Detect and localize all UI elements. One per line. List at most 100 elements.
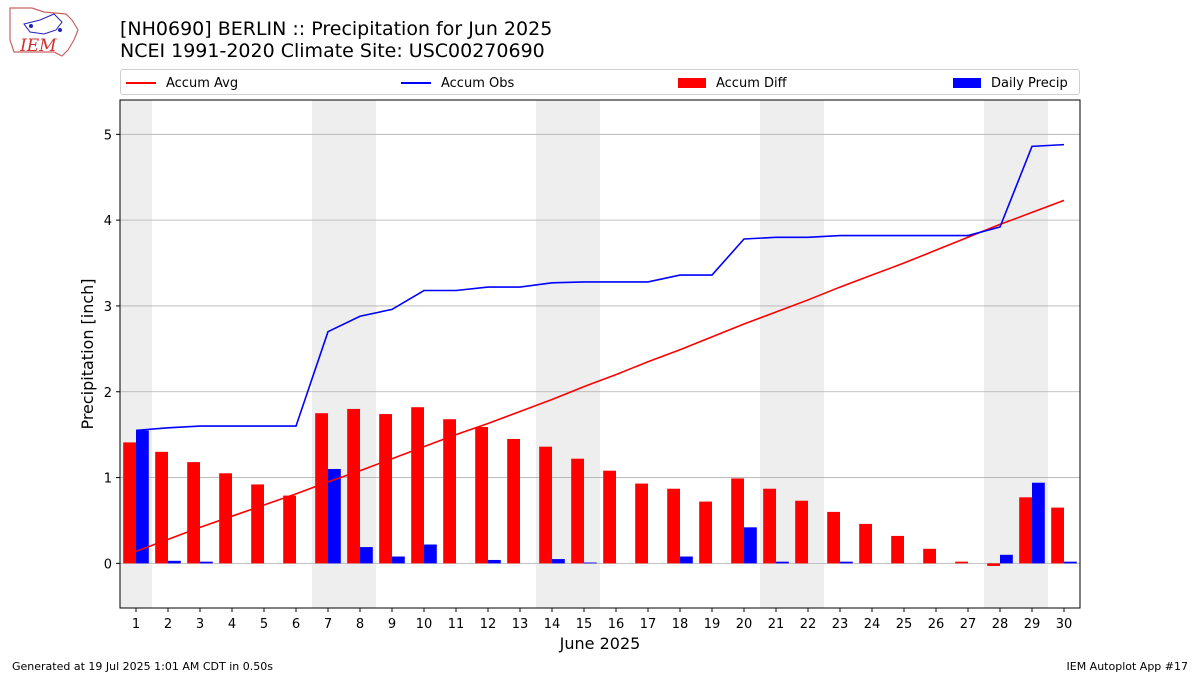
bar-accum-diff (827, 511, 840, 564)
plot-frame (119, 99, 1081, 609)
bar-daily-precip (328, 468, 341, 564)
bar-daily-precip (1000, 554, 1013, 564)
bar-daily-precip (136, 430, 149, 564)
bar-accum-diff (1019, 497, 1032, 564)
x-tick-label: 12 (480, 617, 497, 632)
footer-app: IEM Autoplot App #17 (1066, 660, 1189, 673)
x-tick-label: 23 (832, 617, 849, 632)
x-tick-label: 6 (292, 617, 300, 632)
x-tick-label: 10 (416, 617, 433, 632)
x-tick-label: 4 (228, 617, 236, 632)
x-tick-label: 30 (1056, 617, 1073, 632)
y-tick-label: 0 (104, 557, 112, 572)
x-tick-label: 24 (864, 617, 881, 632)
bar-accum-diff (667, 488, 680, 564)
bar-accum-diff (763, 488, 776, 564)
bar-accum-diff (379, 414, 392, 564)
legend-item-daily-precip: Daily Precip (953, 73, 1068, 93)
x-tick-label: 1 (132, 617, 140, 632)
bar-daily-precip (1064, 561, 1077, 564)
series-line-accum-obs (135, 143, 1065, 432)
bar-daily-precip (840, 561, 853, 564)
y-tick-label: 2 (104, 386, 112, 401)
logo-text: IEM (19, 36, 57, 56)
y-tick-label: 4 (104, 214, 112, 229)
bar-accum-diff (443, 419, 456, 564)
bar-daily-precip (776, 561, 789, 564)
bar-accum-diff (699, 501, 712, 564)
y-axis-label: Precipitation [inch] (78, 278, 97, 429)
bar-accum-diff (123, 442, 136, 564)
bar-accum-diff (347, 408, 360, 564)
x-tick-label: 17 (640, 617, 657, 632)
bar-accum-diff (315, 413, 328, 564)
x-tick-label: 21 (768, 617, 785, 632)
x-tick-label: 14 (544, 617, 561, 632)
legend-item-accum-avg: Accum Avg (126, 73, 238, 93)
x-tick-label: 25 (896, 617, 913, 632)
x-axis-label: June 2025 (559, 634, 641, 653)
x-tick-label: 11 (448, 617, 465, 632)
x-tick-label: 28 (992, 617, 1009, 632)
y-tick-label: 1 (104, 472, 112, 487)
legend-swatch-accum-avg (126, 82, 156, 84)
bar-daily-precip (168, 560, 181, 564)
chart-title: [NH0690] BERLIN :: Precipitation for Jun… (120, 18, 553, 40)
x-tick-label: 3 (196, 617, 204, 632)
x-tick-label: 26 (928, 617, 945, 632)
x-tick-label: 7 (324, 617, 332, 632)
x-tick-label: 27 (960, 617, 977, 632)
bar-daily-precip (360, 547, 373, 564)
bar-daily-precip (584, 562, 597, 564)
series-line-accum-avg (135, 199, 1065, 553)
bar-accum-diff (571, 458, 584, 564)
x-tick-label: 22 (800, 617, 817, 632)
legend-swatch-daily-precip (953, 78, 981, 88)
bar-accum-diff (635, 483, 648, 564)
x-tick-label: 18 (672, 617, 689, 632)
bar-accum-diff (923, 548, 936, 564)
bar-daily-precip (200, 561, 213, 564)
bar-accum-diff (1051, 507, 1064, 564)
legend-item-accum-diff: Accum Diff (678, 73, 787, 93)
y-tick-label: 5 (104, 128, 112, 143)
bar-accum-diff (891, 535, 904, 564)
bar-accum-diff (859, 523, 872, 564)
legend-label: Daily Precip (991, 75, 1068, 91)
legend-item-accum-obs: Accum Obs (401, 73, 514, 93)
x-tick-label: 15 (576, 617, 593, 632)
legend-label: Accum Avg (166, 75, 239, 91)
legend-swatch-accum-obs (401, 82, 431, 84)
bar-accum-diff (987, 563, 1000, 566)
bar-daily-precip (488, 559, 501, 564)
bar-daily-precip (1032, 482, 1045, 564)
bar-accum-diff (795, 500, 808, 564)
bar-accum-diff (187, 462, 200, 564)
bar-accum-diff (731, 478, 744, 564)
legend: Accum Avg Accum Obs Accum Diff Daily Pre… (120, 69, 1080, 95)
bar-accum-diff (411, 407, 424, 564)
bar-daily-precip (744, 527, 757, 564)
bar-daily-precip (392, 556, 405, 564)
x-tick-label: 19 (704, 617, 721, 632)
x-tick-label: 29 (1024, 617, 1041, 632)
legend-swatch-accum-diff (678, 78, 706, 88)
x-tick-label: 9 (388, 617, 396, 632)
bar-accum-diff (283, 495, 296, 564)
x-tick-label: 2 (164, 617, 172, 632)
x-tick-label: 16 (608, 617, 625, 632)
x-tick-label: 20 (736, 617, 753, 632)
bar-accum-diff (539, 446, 552, 564)
bar-accum-diff (155, 451, 168, 564)
bar-accum-diff (475, 426, 488, 564)
iem-logo: IEM (9, 7, 79, 57)
bar-accum-diff (955, 561, 968, 564)
bar-accum-diff (251, 484, 264, 564)
bar-accum-diff (507, 438, 520, 564)
chart-subtitle: NCEI 1991-2020 Climate Site: USC00270690 (120, 40, 545, 62)
bar-accum-diff (603, 470, 616, 564)
x-tick-label: 8 (356, 617, 364, 632)
bar-daily-precip (680, 556, 693, 564)
footer-generated: Generated at 19 Jul 2025 1:01 AM CDT in … (12, 660, 273, 673)
